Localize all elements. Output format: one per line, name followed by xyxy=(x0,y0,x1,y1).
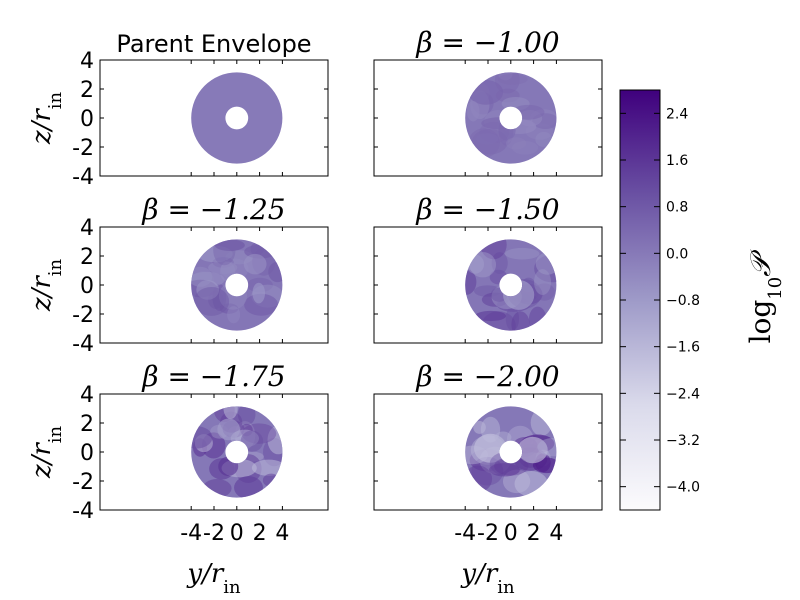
y-tick-label: 4 xyxy=(80,383,94,408)
colorbar-tick-label: 2.4 xyxy=(666,106,688,122)
panel-3: -4 -2 0 2 4 β = −1.25 z/rin xyxy=(27,193,329,357)
y-tick-label: 0 xyxy=(80,107,94,132)
panel-title: β = −1.25 xyxy=(141,193,285,226)
y-tick-label: -4 xyxy=(72,499,94,524)
x-tick-label: 4 xyxy=(275,521,289,546)
panel-title: β = −2.00 xyxy=(415,360,559,393)
y-tick-label: -4 xyxy=(72,332,94,357)
y-tick-label: -2 xyxy=(72,136,94,161)
ring-structure xyxy=(466,72,557,158)
colorbar-layer: 2.4 1.6 0.8 0.0 −0.8 −1.6 −2.4 −3.2 −4.0 log10𝒫 xyxy=(619,89,786,511)
panel-title: β = −1.75 xyxy=(141,360,285,393)
y-tick-label: 0 xyxy=(80,441,94,466)
colorbar-tick-label: −4.0 xyxy=(666,480,700,496)
colorbar-tick-label: −2.4 xyxy=(666,386,700,402)
panel-title: β = −1.50 xyxy=(415,193,559,226)
y-tick-label: -2 xyxy=(72,303,94,328)
colorbar-tick-label: 0.8 xyxy=(666,200,688,216)
x-tick-label: 4 xyxy=(549,521,563,546)
x-axis-label: y/rin xyxy=(460,559,515,598)
y-tick-label: 2 xyxy=(80,245,94,270)
x-tick-label: 0 xyxy=(230,521,244,546)
y-tick-label: 0 xyxy=(80,274,94,299)
y-axis-label: z/rin xyxy=(27,91,66,145)
y-tick-label: -2 xyxy=(72,470,94,495)
y-tick-label: -4 xyxy=(72,165,94,190)
colorbar-tick-label: 0.0 xyxy=(666,246,688,262)
y-tick-label: 2 xyxy=(80,412,94,437)
panel-6: -4 -2 0 2 4 β = −2.00 y/rin xyxy=(373,360,603,598)
x-tick-label: 2 xyxy=(527,521,541,546)
ring-structure xyxy=(191,239,283,324)
x-tick-label: -2 xyxy=(203,521,225,546)
y-axis-label: z/rin xyxy=(27,425,66,479)
y-axis-label: z/rin xyxy=(27,258,66,312)
ring-base xyxy=(191,72,283,164)
x-tick-label: 2 xyxy=(253,521,267,546)
colorbar-label: log10𝒫 xyxy=(744,249,786,344)
panel-title: Parent Envelope xyxy=(116,30,311,58)
y-tick-label: 4 xyxy=(80,216,94,241)
panel-2: β = −1.00 xyxy=(373,26,603,177)
colorbar-tick-label: −3.2 xyxy=(666,433,700,449)
colorbar xyxy=(619,89,661,511)
colorbar-tick-label: −1.6 xyxy=(666,340,700,356)
panel-4: β = −1.50 xyxy=(373,193,603,344)
colorbar-tick-label: −0.8 xyxy=(666,293,700,309)
y-tick-label: 2 xyxy=(80,78,94,103)
x-tick-label: -2 xyxy=(477,521,499,546)
x-tick-label: -4 xyxy=(180,521,202,546)
x-tick-label: -4 xyxy=(454,521,476,546)
ring-base xyxy=(465,239,557,331)
x-tick-label: 0 xyxy=(504,521,518,546)
y-tick-label: 4 xyxy=(80,49,94,74)
panel-title: β = −1.00 xyxy=(415,26,559,59)
panel-1: -4 -2 0 2 4 Parent Envelope z/rin xyxy=(27,30,329,190)
colorbar-tick-label: 1.6 xyxy=(666,153,688,169)
x-axis-label: y/rin xyxy=(186,559,241,598)
